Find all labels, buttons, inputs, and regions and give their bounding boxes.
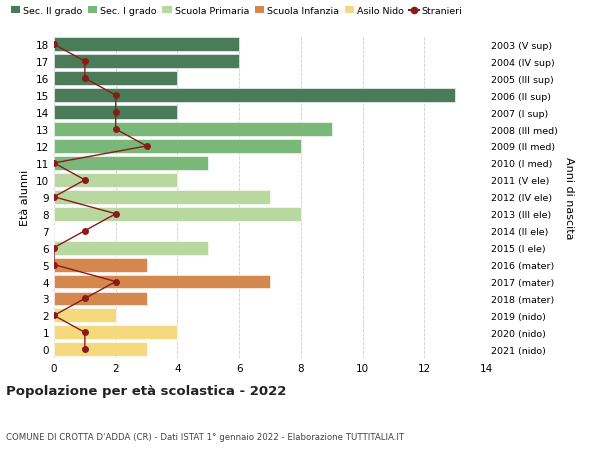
Bar xyxy=(54,190,270,204)
Bar xyxy=(54,89,455,103)
Y-axis label: Anni di nascita: Anni di nascita xyxy=(565,156,574,239)
Bar xyxy=(54,174,178,187)
Bar xyxy=(54,38,239,52)
Y-axis label: Età alunni: Età alunni xyxy=(20,169,31,225)
Bar xyxy=(54,123,332,137)
Text: Popolazione per età scolastica - 2022: Popolazione per età scolastica - 2022 xyxy=(6,384,286,397)
Bar xyxy=(54,140,301,154)
Bar xyxy=(54,241,208,255)
Bar xyxy=(54,292,146,306)
Bar xyxy=(54,55,239,69)
Bar xyxy=(54,275,270,289)
Bar xyxy=(54,342,146,357)
Bar xyxy=(54,326,178,340)
Bar xyxy=(54,309,116,323)
Bar xyxy=(54,207,301,221)
Bar xyxy=(54,72,178,86)
Text: COMUNE DI CROTTA D'ADDA (CR) - Dati ISTAT 1° gennaio 2022 - Elaborazione TUTTITA: COMUNE DI CROTTA D'ADDA (CR) - Dati ISTA… xyxy=(6,431,404,441)
Bar xyxy=(54,106,178,120)
Legend: Sec. II grado, Sec. I grado, Scuola Primaria, Scuola Infanzia, Asilo Nido, Stran: Sec. II grado, Sec. I grado, Scuola Prim… xyxy=(11,7,463,16)
Bar xyxy=(54,258,146,272)
Bar xyxy=(54,157,208,170)
